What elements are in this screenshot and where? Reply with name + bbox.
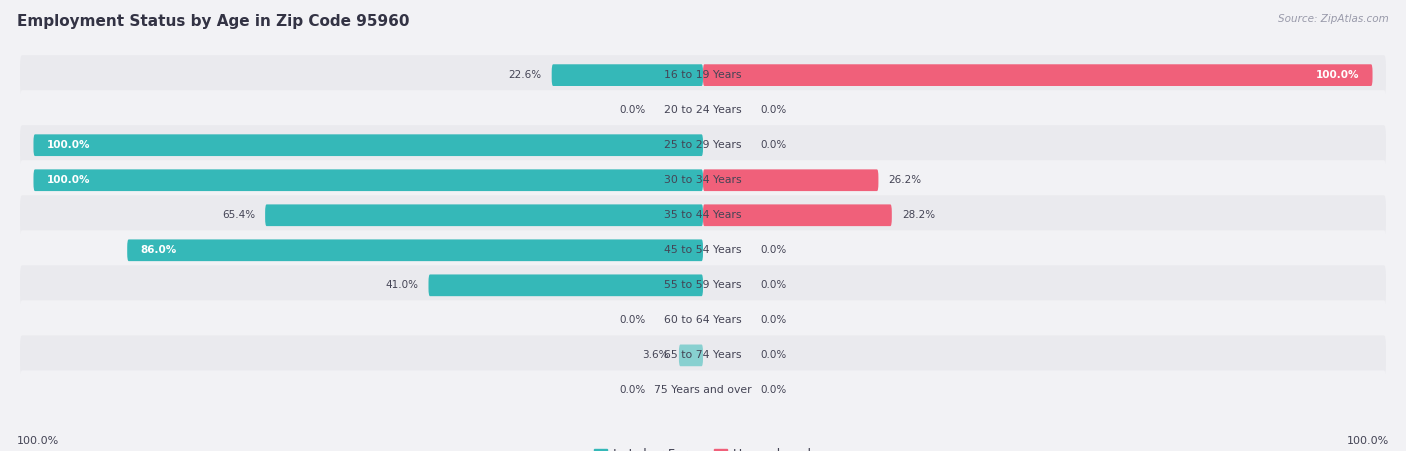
Text: 100.0%: 100.0% — [46, 175, 90, 185]
FancyBboxPatch shape — [20, 125, 1386, 165]
Text: 100.0%: 100.0% — [17, 437, 59, 446]
Text: 86.0%: 86.0% — [141, 245, 177, 255]
FancyBboxPatch shape — [20, 55, 1386, 95]
FancyBboxPatch shape — [20, 160, 1386, 200]
Text: 0.0%: 0.0% — [759, 386, 786, 396]
Text: 35 to 44 Years: 35 to 44 Years — [664, 210, 742, 220]
Text: 55 to 59 Years: 55 to 59 Years — [664, 281, 742, 290]
Text: 0.0%: 0.0% — [759, 245, 786, 255]
Text: 100.0%: 100.0% — [46, 140, 90, 150]
Text: Source: ZipAtlas.com: Source: ZipAtlas.com — [1278, 14, 1389, 23]
Text: 3.6%: 3.6% — [643, 350, 669, 360]
Text: 65.4%: 65.4% — [222, 210, 254, 220]
FancyBboxPatch shape — [20, 370, 1386, 410]
FancyBboxPatch shape — [679, 345, 703, 366]
Text: 25 to 29 Years: 25 to 29 Years — [664, 140, 742, 150]
FancyBboxPatch shape — [20, 230, 1386, 270]
FancyBboxPatch shape — [703, 204, 891, 226]
FancyBboxPatch shape — [266, 204, 703, 226]
Legend: In Labor Force, Unemployed: In Labor Force, Unemployed — [589, 443, 817, 451]
FancyBboxPatch shape — [20, 300, 1386, 341]
FancyBboxPatch shape — [34, 134, 703, 156]
Text: 41.0%: 41.0% — [385, 281, 419, 290]
Text: 20 to 24 Years: 20 to 24 Years — [664, 105, 742, 115]
Text: 0.0%: 0.0% — [759, 281, 786, 290]
FancyBboxPatch shape — [20, 195, 1386, 235]
Text: 100.0%: 100.0% — [1316, 70, 1360, 80]
Text: 0.0%: 0.0% — [620, 105, 647, 115]
FancyBboxPatch shape — [551, 64, 703, 86]
FancyBboxPatch shape — [20, 90, 1386, 130]
FancyBboxPatch shape — [20, 336, 1386, 375]
FancyBboxPatch shape — [127, 239, 703, 261]
FancyBboxPatch shape — [429, 275, 703, 296]
Text: 26.2%: 26.2% — [889, 175, 921, 185]
Text: 0.0%: 0.0% — [759, 315, 786, 325]
Text: 16 to 19 Years: 16 to 19 Years — [664, 70, 742, 80]
Text: 0.0%: 0.0% — [759, 105, 786, 115]
Text: 60 to 64 Years: 60 to 64 Years — [664, 315, 742, 325]
Text: 75 Years and over: 75 Years and over — [654, 386, 752, 396]
Text: 0.0%: 0.0% — [620, 315, 647, 325]
Text: 45 to 54 Years: 45 to 54 Years — [664, 245, 742, 255]
Text: 28.2%: 28.2% — [901, 210, 935, 220]
FancyBboxPatch shape — [34, 170, 703, 191]
Text: 22.6%: 22.6% — [509, 70, 541, 80]
FancyBboxPatch shape — [703, 170, 879, 191]
FancyBboxPatch shape — [20, 265, 1386, 305]
Text: 0.0%: 0.0% — [759, 350, 786, 360]
FancyBboxPatch shape — [703, 64, 1372, 86]
Text: Employment Status by Age in Zip Code 95960: Employment Status by Age in Zip Code 959… — [17, 14, 409, 28]
Text: 0.0%: 0.0% — [759, 140, 786, 150]
Text: 65 to 74 Years: 65 to 74 Years — [664, 350, 742, 360]
Text: 0.0%: 0.0% — [620, 386, 647, 396]
Text: 100.0%: 100.0% — [1347, 437, 1389, 446]
Text: 30 to 34 Years: 30 to 34 Years — [664, 175, 742, 185]
